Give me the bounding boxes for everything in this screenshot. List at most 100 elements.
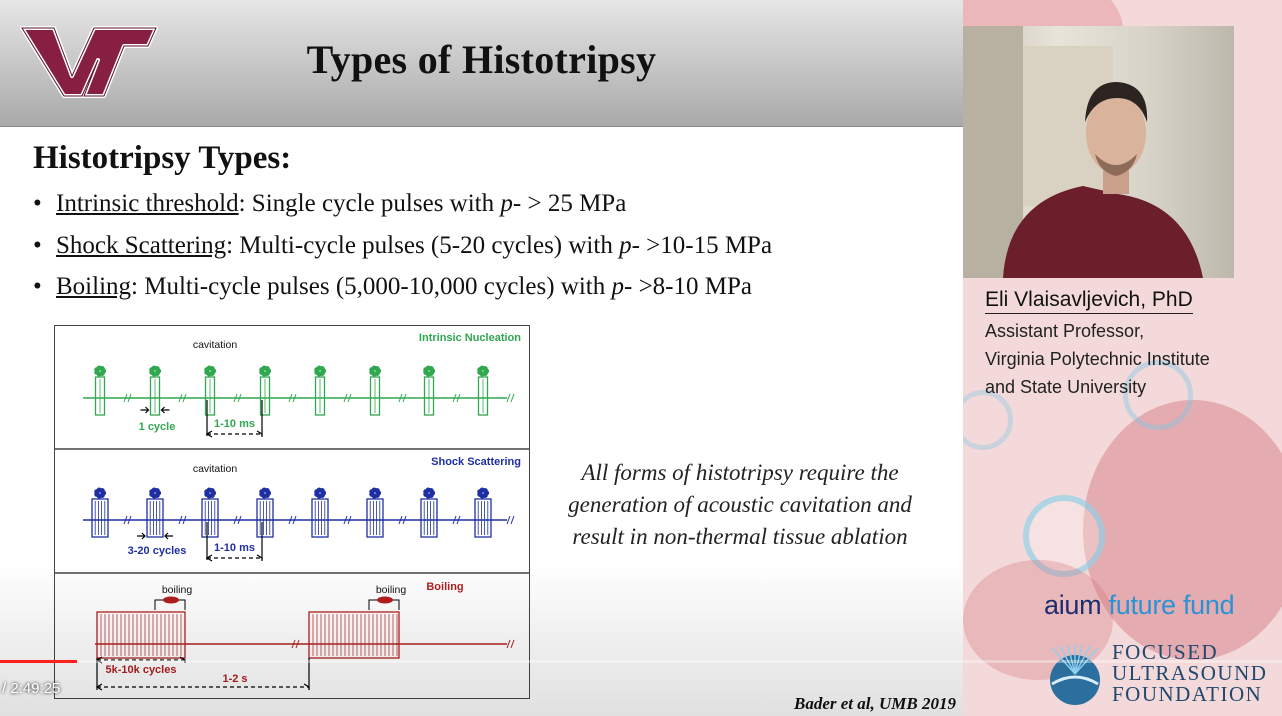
axis-break-mark [343, 515, 352, 525]
cavitation-bubble-icon [149, 365, 162, 377]
pulse-box [94, 376, 106, 416]
boiling-bubble-icon [377, 596, 393, 604]
panel-title: Intrinsic Nucleation [419, 332, 521, 344]
pulse-box [369, 376, 381, 416]
focused-ultrasound-foundation-text: FOCUSED ULTRASOUND FOUNDATION [1112, 642, 1267, 705]
speaker-webcam-video [963, 26, 1234, 278]
citation: Bader et al, UMB 2019 [794, 694, 956, 713]
vt-logo-icon [20, 26, 158, 98]
pulse-box [477, 376, 489, 416]
bubble-lobe [99, 488, 105, 494]
video-progress-bar[interactable] [0, 660, 1282, 663]
axis-break-mark [452, 393, 461, 403]
speaker-person-icon [963, 26, 1203, 278]
bullet-variable: p- [500, 190, 522, 217]
callout-line: generation of acoustic cavitation and [568, 492, 912, 517]
bullet-value: >10-15 MPa [639, 231, 773, 259]
bubble-lobe [319, 366, 325, 372]
bullet-variable: p- [611, 273, 633, 300]
arrow-head [256, 554, 263, 561]
interval-label: 1-10 ms [214, 418, 255, 430]
bubble-lobe [264, 488, 270, 494]
axis-break-mark [233, 515, 242, 525]
fus-line: ULTRASOUND [1112, 661, 1268, 685]
pulse-diagram-svg: Intrinsic Nucleation cavitation 1 cycle 1-1… [55, 332, 529, 691]
axis-break-mark [506, 515, 515, 525]
bullet-text: : Multi-cycle pulses (5,000-10,000 cycle… [131, 273, 612, 300]
bullet-term: Shock Scattering [56, 231, 227, 259]
future-fund-text: future fund [1108, 590, 1235, 620]
axis-break-mark [288, 393, 297, 403]
slide-title: Types of Histotripsy [306, 37, 657, 82]
speaker-affiliation: Assistant Professor, Virginia Polytechni… [985, 317, 1210, 401]
video-time-display: / 2:49:25 [2, 680, 61, 697]
bubble-lobe [99, 366, 105, 372]
axis-break-mark [178, 393, 187, 403]
axis-break-mark [506, 639, 515, 649]
decorative-bubble-shape [1123, 360, 1193, 430]
bullet-text: : Multi-cycle pulses (5-20 cycles) with [226, 231, 620, 259]
cavitation-bubble-icon [314, 365, 327, 377]
interval-label: 1-2 s [222, 673, 247, 685]
axis-break-mark [178, 515, 187, 525]
event-label: cavitation [193, 339, 238, 351]
interval-label: 1-10 ms [214, 542, 255, 554]
cavitation-bubble-icon [423, 365, 436, 377]
pulse-box [423, 376, 435, 416]
event-label: boiling [376, 584, 407, 596]
event-label: cavitation [193, 463, 238, 475]
callout-line: All forms of histotripsy require the [581, 460, 899, 485]
cavitation-bubble-icon [149, 487, 162, 499]
bullet-dot: • [33, 190, 42, 217]
cavitation-bubble-icon [259, 487, 272, 499]
bullet-item: • Boiling: Multi-cycle pulses (5,000-10,0… [33, 273, 772, 315]
cavitation-bubble-icon [259, 365, 272, 377]
pulse-box [311, 498, 329, 538]
axis-break-mark [506, 393, 515, 403]
arrow-head [205, 554, 213, 562]
video-progress-fill [0, 660, 77, 663]
bubble-lobe [374, 488, 380, 494]
bubble-lobe [428, 366, 434, 372]
focused-ultrasound-logo-icon [1050, 644, 1100, 705]
cavitation-bubble-icon [94, 487, 107, 499]
cycle-count-label: 1 cycle [139, 421, 176, 433]
pulse-box [256, 498, 274, 538]
bubble-lobe [482, 488, 488, 494]
cavitation-bubble-icon [477, 487, 490, 499]
bullet-variable: p- [619, 231, 640, 259]
fus-line: FOCUSED [1112, 640, 1219, 664]
boiling-bubble-icon [163, 596, 179, 604]
cycle-arrow [164, 532, 173, 540]
event-label: boiling [162, 584, 193, 596]
axis-break-mark [123, 515, 132, 525]
axis-break-mark [123, 393, 132, 403]
bubble-lobe [374, 366, 380, 372]
pulse-box [314, 376, 326, 416]
cavitation-bubble-icon [204, 487, 217, 499]
bullet-item: • Shock Scattering: Multi-cycle pulses (5… [33, 232, 772, 274]
bullet-value: >8-10 MPa [632, 273, 752, 300]
arrow-head [95, 683, 103, 691]
pulse-box [91, 498, 109, 538]
callout-text: All forms of histotripsy require the gen… [530, 457, 950, 553]
bullet-value: > 25 MPa [521, 190, 627, 217]
bullet-term: Intrinsic threshold [56, 190, 239, 217]
boiling-pulse-box [308, 611, 400, 659]
cavitation-bubble-icon [369, 365, 382, 377]
cycle-arrow [137, 532, 146, 540]
histotripsy-pulse-diagram: Intrinsic Nucleation cavitation 1 cycle 1-1… [54, 325, 530, 699]
bubble-lobe [319, 488, 325, 494]
presentation-slide: Types of Histotripsy Histotripsy Types: … [0, 0, 963, 716]
cavitation-bubble-icon [204, 365, 217, 377]
bubble-lobe [154, 366, 160, 372]
panel-title: Shock Scattering [431, 456, 521, 468]
pulse-box [204, 376, 216, 416]
pulse-box [366, 498, 384, 538]
axis-break-mark [291, 639, 300, 649]
pulse-box [149, 376, 161, 416]
speaker-name: Eli Vlaisavljevich, PhD [985, 288, 1193, 314]
arrow-head [205, 430, 213, 438]
bullet-list: • Intrinsic threshold: Single cycle pulse… [33, 190, 772, 315]
pulse-box [259, 376, 271, 416]
